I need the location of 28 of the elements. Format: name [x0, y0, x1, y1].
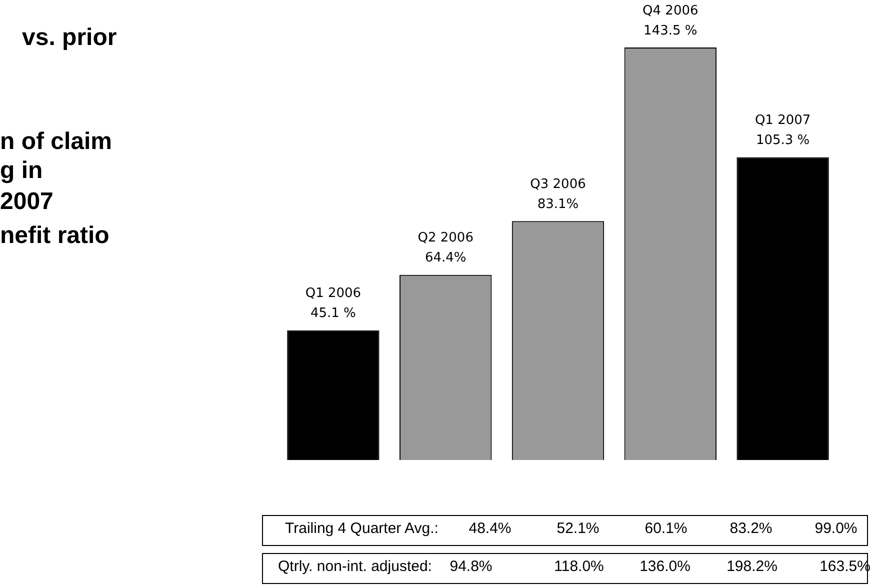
x-tick-label: Q1 2007 — [754, 113, 811, 128]
text: 136.0% — [640, 558, 690, 575]
text: 118.0% — [554, 558, 604, 575]
bar — [287, 330, 380, 460]
text: 60.1% — [644, 520, 688, 537]
text: vs. prior — [22, 24, 117, 52]
x-tick-label: Q1 2006 — [305, 286, 362, 302]
x-tick-label: Q4 2006 — [642, 3, 698, 18]
x-tick-label: Q2 2006 — [418, 230, 474, 246]
text: 52.1% — [556, 520, 600, 537]
text: 94.8% — [450, 558, 492, 575]
text: 83.2% — [730, 520, 772, 537]
text: n of claim — [0, 128, 112, 156]
text: g in — [0, 157, 43, 185]
data-label: 45.1 % — [310, 306, 356, 322]
text: Trailing 4 Quarter Avg.: — [285, 520, 438, 537]
text: nefit ratio — [0, 222, 110, 250]
text: 198.2% — [726, 558, 778, 575]
bar — [736, 157, 829, 460]
text: 2007 — [0, 188, 54, 216]
data-label: 83.1% — [537, 196, 579, 212]
data-label: 105.3 % — [756, 133, 810, 148]
text: Qtrly. non-int. adjusted: — [278, 558, 432, 575]
x-tick-label: Q3 2006 — [530, 176, 586, 192]
data-label: 143.5 % — [644, 23, 698, 38]
text: 99.0% — [814, 520, 858, 537]
data-label: 64.4% — [424, 250, 466, 266]
text: 48.4% — [468, 520, 512, 537]
